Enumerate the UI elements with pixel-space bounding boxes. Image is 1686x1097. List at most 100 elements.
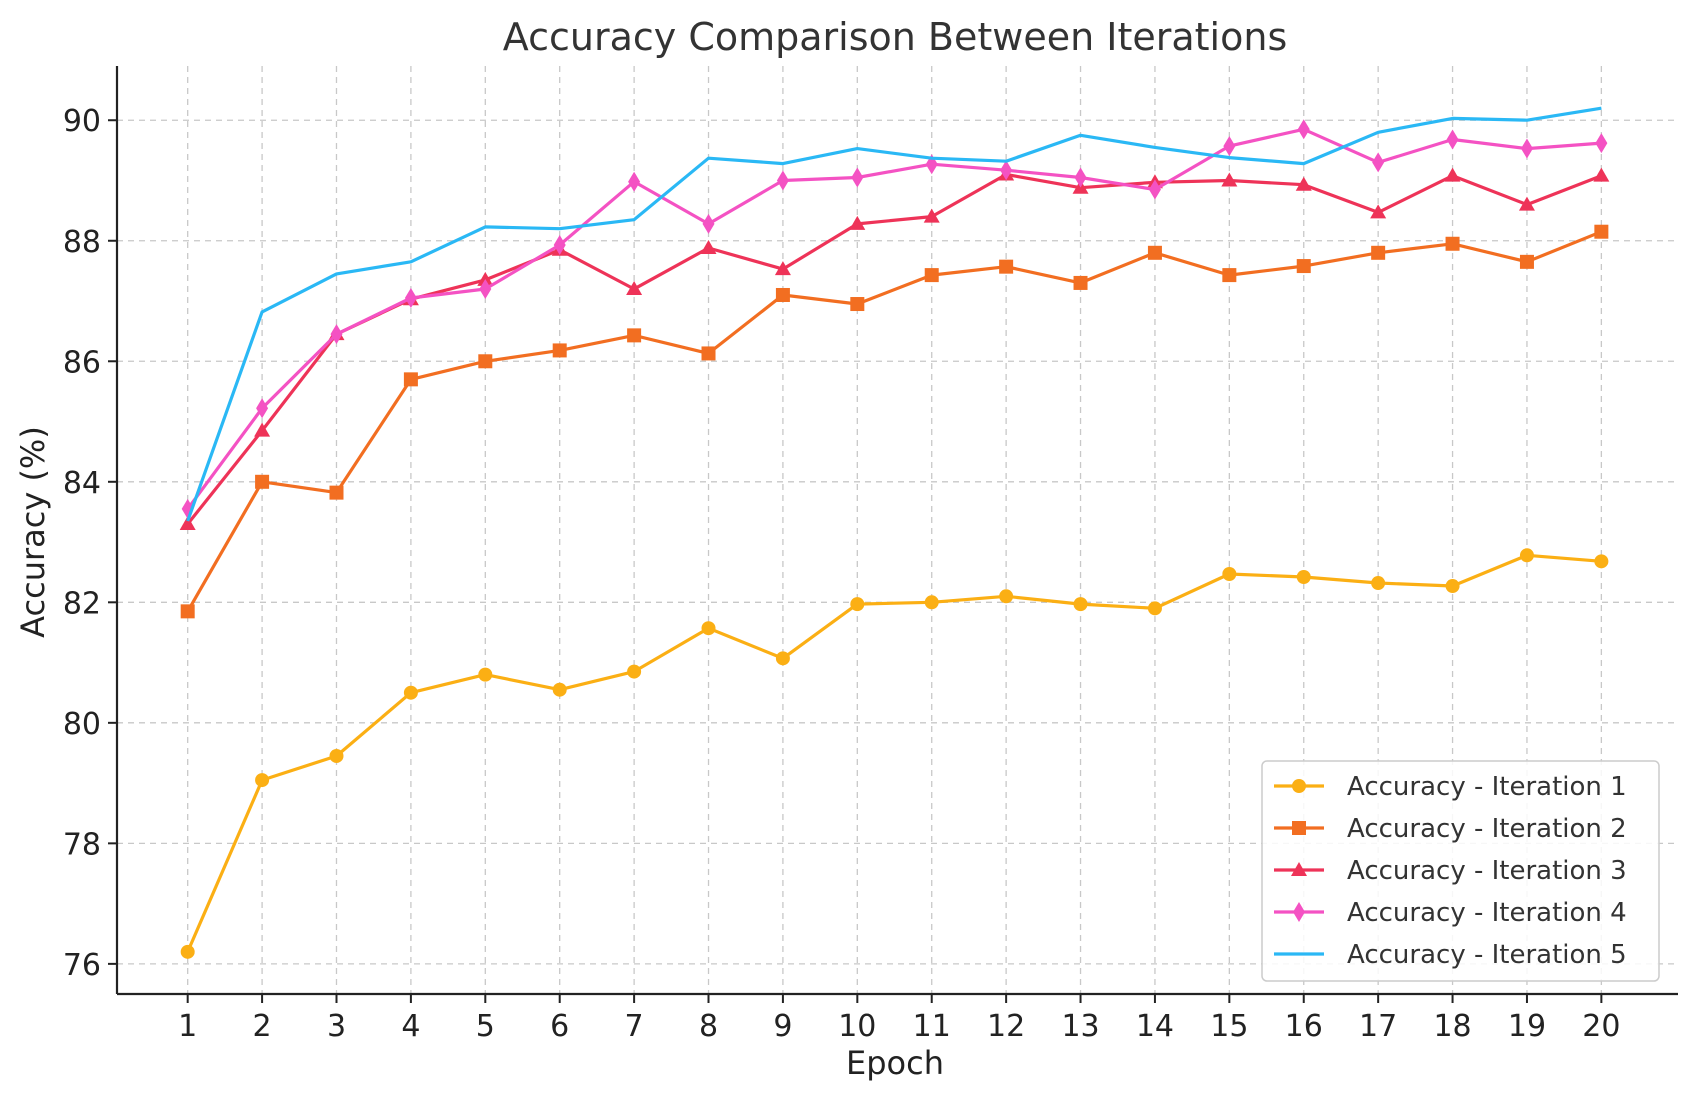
y-tick-label: 86	[63, 345, 101, 380]
data-point	[478, 667, 493, 682]
data-point	[1073, 275, 1088, 290]
y-tick-label: 80	[63, 707, 101, 742]
data-point	[924, 595, 939, 610]
series-iteration-4	[181, 119, 1608, 519]
x-tick-label: 19	[1508, 1009, 1546, 1044]
x-tick-label: 18	[1433, 1009, 1471, 1044]
data-point	[477, 271, 494, 286]
data-point	[924, 268, 939, 283]
legend-label: Accuracy - Iteration 5	[1347, 940, 1627, 970]
data-point	[700, 239, 717, 254]
data-point	[999, 589, 1014, 604]
data-point	[850, 597, 865, 612]
data-point	[256, 398, 269, 419]
data-point	[255, 773, 270, 788]
data-point	[1445, 236, 1460, 251]
y-tick-label: 82	[63, 586, 101, 621]
x-tick-label: 13	[1061, 1009, 1099, 1044]
data-point	[626, 280, 643, 295]
legend-label: Accuracy - Iteration 1	[1347, 772, 1627, 802]
data-point	[1296, 570, 1311, 585]
chart-title: Accuracy Comparison Between Iterations	[503, 15, 1288, 59]
data-point	[701, 621, 716, 636]
y-tick-label: 76	[63, 948, 101, 983]
legend-marker	[1293, 902, 1305, 922]
x-tick-label: 9	[773, 1009, 792, 1044]
legend-item-iteration-5: Accuracy - Iteration 5	[1274, 940, 1627, 970]
y-tick-label: 84	[63, 466, 101, 501]
data-point	[1371, 245, 1386, 260]
data-point	[1595, 133, 1608, 154]
data-point	[181, 498, 194, 519]
ticks-layer: 1 2 3 4 5 6 7 8 9 10 11 12 13 14 15 16 17 18 19 20767880828…	[63, 104, 1621, 1044]
data-point	[775, 287, 790, 302]
x-tick-label: 3	[327, 1009, 346, 1044]
axes-layer	[115, 66, 1678, 996]
data-point	[1445, 579, 1460, 594]
data-point	[701, 346, 716, 361]
legend: Accuracy - Iteration 1 Accuracy - Iterati…	[1261, 760, 1660, 982]
data-point	[1444, 167, 1461, 182]
data-point	[1074, 167, 1087, 188]
x-tick-label: 12	[987, 1009, 1025, 1044]
data-point	[552, 682, 567, 697]
x-tick-label: 17	[1359, 1009, 1397, 1044]
data-point	[1594, 554, 1609, 569]
x-tick-label: 4	[401, 1009, 420, 1044]
data-point	[1148, 179, 1161, 200]
data-point	[330, 324, 343, 345]
data-point	[552, 343, 567, 358]
data-point	[179, 515, 196, 530]
y-axis-label: Accuracy (%)	[14, 426, 52, 638]
legend-label: Accuracy - Iteration 4	[1347, 898, 1627, 928]
data-point	[329, 485, 344, 500]
series-iteration-2	[180, 224, 1609, 619]
x-tick-label: 20	[1582, 1009, 1620, 1044]
data-point	[849, 215, 866, 230]
series-iteration-5	[186, 106, 1602, 522]
legend-label: Accuracy - Iteration 3	[1347, 856, 1627, 886]
legend-marker	[1292, 821, 1306, 835]
series-layer	[179, 106, 1610, 959]
data-point	[478, 354, 493, 369]
data-point	[1296, 259, 1311, 274]
x-axis-label: Epoch	[846, 1044, 944, 1082]
data-point	[1372, 152, 1385, 173]
x-tick-label: 11	[913, 1009, 951, 1044]
legend-item-iteration-1: Accuracy - Iteration 1	[1274, 772, 1627, 802]
data-point	[775, 651, 790, 666]
data-point	[1519, 254, 1534, 269]
data-point	[999, 259, 1014, 274]
data-point	[479, 278, 492, 299]
legend-item-iteration-3: Accuracy - Iteration 3	[1274, 856, 1627, 886]
data-point	[1594, 224, 1609, 239]
data-point	[1520, 138, 1533, 159]
legend-marker	[1291, 862, 1307, 876]
data-point	[1593, 167, 1610, 182]
data-point	[1147, 601, 1162, 616]
data-point	[1221, 172, 1238, 187]
data-point	[1370, 204, 1387, 219]
series-line-iteration-5	[186, 106, 1602, 522]
data-point	[774, 261, 791, 276]
x-tick-label: 8	[699, 1009, 718, 1044]
data-point	[1297, 119, 1310, 140]
series-line-iteration-3	[186, 172, 1602, 525]
data-point	[1222, 566, 1237, 581]
legend-label: Accuracy - Iteration 2	[1347, 814, 1627, 844]
data-point	[702, 213, 715, 234]
data-point	[1073, 597, 1088, 612]
x-tick-label: 10	[838, 1009, 876, 1044]
x-tick-label: 6	[550, 1009, 569, 1044]
data-point	[627, 328, 642, 343]
data-point	[1223, 136, 1236, 157]
y-tick-label: 88	[63, 225, 101, 260]
data-point	[180, 944, 195, 959]
series-line-iteration-4	[186, 127, 1602, 510]
data-point	[403, 685, 418, 700]
legend-item-iteration-2: Accuracy - Iteration 2	[1274, 814, 1627, 844]
data-point	[628, 171, 641, 192]
legend-item-iteration-4: Accuracy - Iteration 4	[1274, 898, 1627, 928]
series-iteration-1	[180, 548, 1609, 959]
data-point	[923, 208, 940, 223]
